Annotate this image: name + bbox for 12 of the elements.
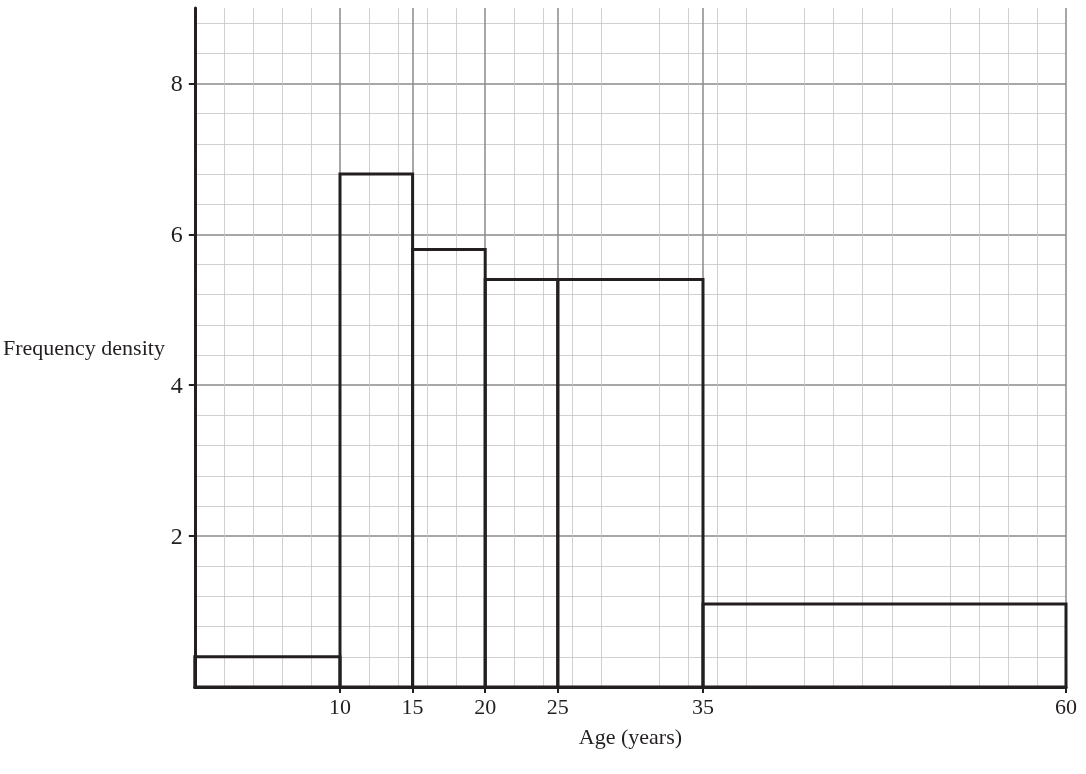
x-tick-label: 60 [1055, 693, 1077, 719]
y-tick-label: 2 [170, 523, 183, 550]
x-tick-label: 15 [401, 693, 424, 719]
x-tick-label: 20 [474, 693, 497, 719]
x-tick-label: 25 [546, 693, 569, 719]
y-axis-title: Frequency density [3, 335, 165, 360]
x-tick-label: 10 [329, 693, 352, 719]
x-axis-title: Age (years) [578, 723, 683, 749]
y-tick-label: 8 [170, 70, 183, 97]
y-tick-label: 6 [170, 221, 183, 248]
y-tick-label: 4 [170, 372, 183, 399]
x-tick-label: 35 [692, 693, 714, 719]
